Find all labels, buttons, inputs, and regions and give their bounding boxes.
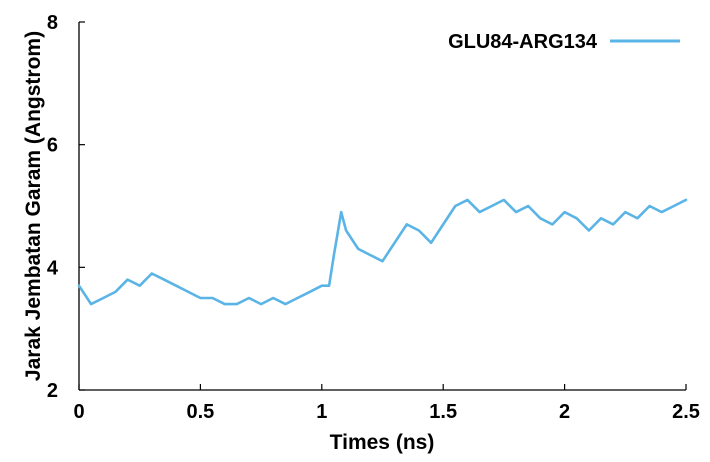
legend-label: GLU84-ARG134 <box>448 31 598 53</box>
plot-area <box>77 198 688 306</box>
y-tick-label: 6 <box>47 135 58 157</box>
x-ticks: 0 0.5 1 1.5 2 2.5 <box>73 384 700 423</box>
x-tick-label: 2 <box>559 401 570 423</box>
x-axis-title: Times (ns) <box>330 431 435 454</box>
y-tick-label: 8 <box>47 12 58 34</box>
series-line-glu84-arg134 <box>77 198 688 306</box>
y-axis-title: Jarak Jembatan Garam (Angstrom) <box>22 31 45 381</box>
x-tick-label: 1.5 <box>429 401 457 423</box>
y-tick-label: 2 <box>47 380 58 402</box>
legend: GLU84-ARG134 <box>448 31 680 53</box>
axes <box>78 22 686 391</box>
x-tick-label: 1 <box>316 401 327 423</box>
y-ticks: 2 4 6 8 <box>47 12 85 402</box>
y-tick-label: 4 <box>47 257 59 279</box>
x-tick-label: 0 <box>73 401 84 423</box>
x-tick-label: 2.5 <box>672 401 700 423</box>
x-tick-label: 0.5 <box>186 401 214 423</box>
